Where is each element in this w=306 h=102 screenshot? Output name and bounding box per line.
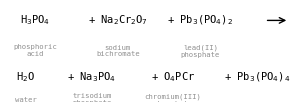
Text: + Na$_2$Cr$_2$O$_7$: + Na$_2$Cr$_2$O$_7$ <box>88 13 148 27</box>
Text: + Pb$_3$(PO$_4$)$_4$: + Pb$_3$(PO$_4$)$_4$ <box>224 70 290 84</box>
Text: H$_3$PO$_4$: H$_3$PO$_4$ <box>20 13 50 27</box>
Text: chromium(III)
phosphate: chromium(III) phosphate <box>144 93 201 102</box>
Text: H$_2$O: H$_2$O <box>17 70 35 84</box>
Text: sodium
bichromate: sodium bichromate <box>96 44 140 58</box>
Text: phosphoric
acid: phosphoric acid <box>13 44 57 58</box>
Text: + Pb$_3$(PO$_4$)$_2$: + Pb$_3$(PO$_4$)$_2$ <box>167 14 233 27</box>
Text: water: water <box>15 97 37 102</box>
Text: + O$_4$PCr: + O$_4$PCr <box>151 70 195 84</box>
Text: trisodium
phosphate: trisodium phosphate <box>72 93 111 102</box>
Text: lead(II)
phosphate: lead(II) phosphate <box>181 44 220 58</box>
Text: + Na$_3$PO$_4$: + Na$_3$PO$_4$ <box>67 70 116 84</box>
